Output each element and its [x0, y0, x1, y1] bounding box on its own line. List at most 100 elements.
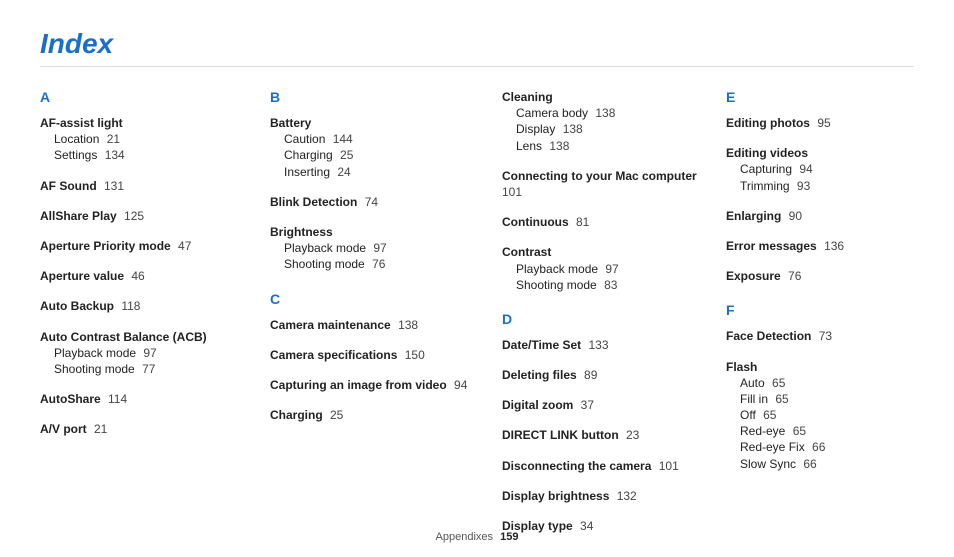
index-subentry-label: Settings: [54, 148, 97, 162]
index-subentry-page: 77: [139, 362, 156, 376]
index-entry-main[interactable]: Cleaning: [502, 89, 716, 105]
index-entry: Digital zoom 37: [502, 397, 716, 413]
index-subentry[interactable]: Inserting 24: [270, 164, 492, 180]
index-subentry[interactable]: Camera body 138: [502, 105, 716, 121]
index-subentry[interactable]: Playback mode 97: [40, 345, 260, 361]
index-subentry-page: 144: [329, 132, 352, 146]
index-entry-main[interactable]: Disconnecting the camera 101: [502, 458, 716, 474]
index-subentry[interactable]: Display 138: [502, 121, 716, 137]
index-entry-main[interactable]: AF-assist light: [40, 115, 260, 131]
index-subentry[interactable]: Trimming 93: [726, 178, 904, 194]
index-entry-label: Charging: [270, 408, 323, 422]
index-entry-main[interactable]: Exposure 76: [726, 268, 904, 284]
index-subentry[interactable]: Shooting mode 76: [270, 256, 492, 272]
index-subentry-page: 24: [334, 165, 351, 179]
index-entry-label: A/V port: [40, 422, 87, 436]
index-entry-main[interactable]: Capturing an image from video 94: [270, 377, 492, 393]
index-subentry-page: 65: [760, 408, 777, 422]
index-subentry[interactable]: Auto 65: [726, 375, 904, 391]
index-subentry-label: Capturing: [740, 162, 792, 176]
index-subentry-page: 138: [546, 139, 569, 153]
index-entry-main[interactable]: Camera specifications 150: [270, 347, 492, 363]
index-entry-label: Blink Detection: [270, 195, 357, 209]
index-subentry[interactable]: Playback mode 97: [502, 261, 716, 277]
footer-label: Appendixes: [436, 531, 494, 543]
index-entry-main[interactable]: Aperture value 46: [40, 268, 260, 284]
index-subentry[interactable]: Caution 144: [270, 131, 492, 147]
index-entry: Connecting to your Mac computer 101: [502, 168, 716, 200]
index-entry-label: Digital zoom: [502, 398, 573, 412]
index-entry-label: Cleaning: [502, 90, 553, 104]
index-entry-page: 37: [577, 398, 594, 412]
index-subentry[interactable]: Off 65: [726, 407, 904, 423]
index-subentry[interactable]: Playback mode 97: [270, 240, 492, 256]
index-subentry[interactable]: Location 21: [40, 131, 260, 147]
index-entry: AutoShare 114: [40, 391, 260, 407]
index-entry-main[interactable]: Digital zoom 37: [502, 397, 716, 413]
index-entry-label: Aperture value: [40, 269, 124, 283]
index-entry: AllShare Play 125: [40, 208, 260, 224]
index-entry-page: 81: [573, 215, 590, 229]
index-entry-main[interactable]: Enlarging 90: [726, 208, 904, 224]
index-entry-main[interactable]: Charging 25: [270, 407, 492, 423]
index-entry: BatteryCaution 144Charging 25Inserting 2…: [270, 115, 492, 180]
index-subentry[interactable]: Capturing 94: [726, 161, 904, 177]
index-subentry[interactable]: Lens 138: [502, 138, 716, 154]
index-entry-page: 94: [451, 378, 468, 392]
index-subentry-page: 65: [769, 376, 786, 390]
index-subentry[interactable]: Red-eye Fix 66: [726, 439, 904, 455]
index-entry-main[interactable]: A/V port 21: [40, 421, 260, 437]
index-entry-main[interactable]: Auto Backup 118: [40, 298, 260, 314]
index-entry-page: 101: [502, 185, 522, 199]
index-entry: A/V port 21: [40, 421, 260, 437]
index-entry: ContrastPlayback mode 97Shooting mode 83: [502, 244, 716, 293]
index-entry-main[interactable]: Deleting files 89: [502, 367, 716, 383]
index-subentry-page: 97: [602, 262, 619, 276]
index-subentry[interactable]: Fill in 65: [726, 391, 904, 407]
index-entry-main[interactable]: DIRECT LINK button 23: [502, 427, 716, 443]
index-entry-main[interactable]: Auto Contrast Balance (ACB): [40, 329, 260, 345]
index-entry-main[interactable]: Brightness: [270, 224, 492, 240]
index-entry-main[interactable]: Editing videos: [726, 145, 904, 161]
index-entry-main[interactable]: Flash: [726, 359, 904, 375]
index-entry-main[interactable]: Face Detection 73: [726, 328, 904, 344]
index-entry-main[interactable]: AutoShare 114: [40, 391, 260, 407]
index-entry: AF-assist lightLocation 21Settings 134: [40, 115, 260, 164]
index-entry-main[interactable]: Camera maintenance 138: [270, 317, 492, 333]
index-subentry-label: Charging: [284, 148, 333, 162]
index-entry-main[interactable]: AF Sound 131: [40, 178, 260, 194]
index-entry-label: Aperture Priority mode: [40, 239, 171, 253]
index-subentry-label: Shooting mode: [284, 257, 365, 271]
index-subentry-label: Red-eye: [740, 424, 785, 438]
index-entry: Charging 25: [270, 407, 492, 423]
page-footer: Appendixes 159: [0, 531, 954, 543]
index-subentry[interactable]: Slow Sync 66: [726, 456, 904, 472]
index-subentry[interactable]: Shooting mode 77: [40, 361, 260, 377]
index-entry-label: Auto Contrast Balance (ACB): [40, 330, 207, 344]
index-entry-label: DIRECT LINK button: [502, 428, 619, 442]
index-entry-page: 101: [655, 459, 678, 473]
index-entry-main[interactable]: AllShare Play 125: [40, 208, 260, 224]
index-entry-main[interactable]: Error messages 136: [726, 238, 904, 254]
index-entry: Aperture value 46: [40, 268, 260, 284]
index-entry-main[interactable]: Editing photos 95: [726, 115, 904, 131]
index-entry-main[interactable]: Aperture Priority mode 47: [40, 238, 260, 254]
index-entry-main[interactable]: Contrast: [502, 244, 716, 260]
section-letter: A: [40, 89, 260, 105]
index-entry-page: 95: [814, 116, 831, 130]
index-entry: Editing videosCapturing 94Trimming 93: [726, 145, 904, 194]
index-entry-main[interactable]: Connecting to your Mac computer 101: [502, 168, 716, 200]
index-subentry[interactable]: Red-eye 65: [726, 423, 904, 439]
index-entry-main[interactable]: Blink Detection 74: [270, 194, 492, 210]
index-subentry[interactable]: Shooting mode 83: [502, 277, 716, 293]
index-entry-main[interactable]: Date/Time Set 133: [502, 337, 716, 353]
index-entry-page: 47: [175, 239, 192, 253]
index-subentry[interactable]: Settings 134: [40, 147, 260, 163]
index-entry-main[interactable]: Display brightness 132: [502, 488, 716, 504]
index-entry-main[interactable]: Continuous 81: [502, 214, 716, 230]
index-entry-page: 132: [613, 489, 636, 503]
index-subentry[interactable]: Charging 25: [270, 147, 492, 163]
index-entry-page: 89: [581, 368, 598, 382]
index-entry-main[interactable]: Battery: [270, 115, 492, 131]
index-entry-page: 138: [395, 318, 418, 332]
